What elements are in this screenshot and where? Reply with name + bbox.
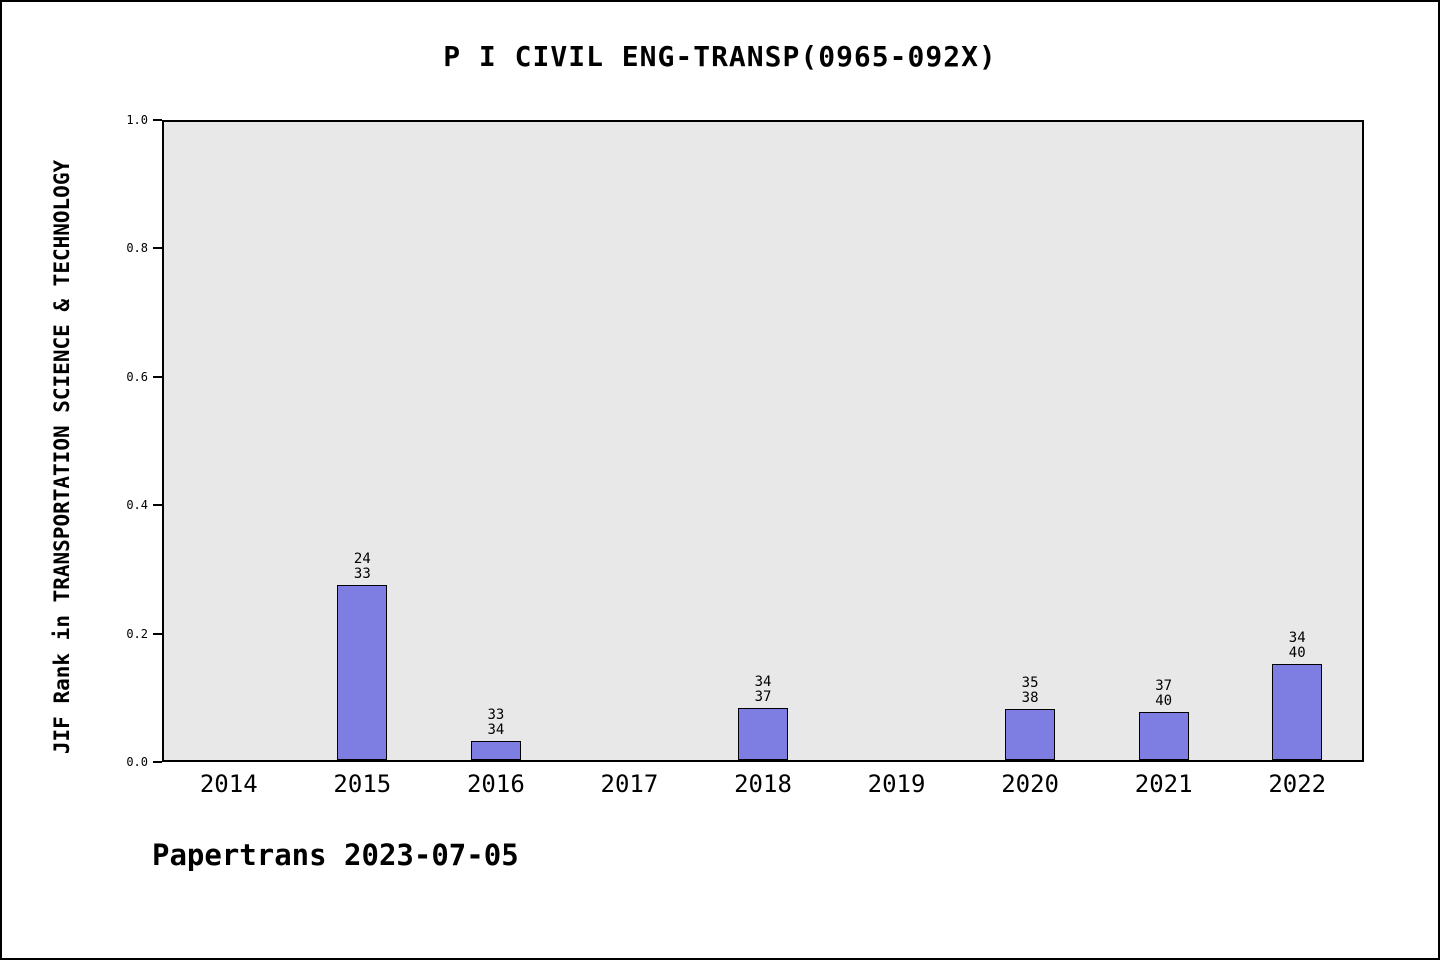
y-tick-mark (153, 247, 162, 250)
y-tick-label: 0.8 (126, 241, 148, 256)
footer-text: Papertrans 2023-07-05 (152, 838, 519, 872)
x-tick-label: 2018 (734, 770, 792, 798)
y-tick-label: 0.6 (126, 369, 148, 384)
x-tick-label: 2020 (1001, 770, 1059, 798)
y-tick-mark (153, 504, 162, 507)
x-tick-label: 2021 (1134, 770, 1193, 798)
x-tick-label: 2015 (333, 770, 392, 798)
y-tick-label: 1.0 (126, 113, 148, 127)
bar-value-label: 34 37 (754, 673, 772, 705)
y-axis-label-text: JIF Rank in TRANSPORTATION SCIENCE & TEC… (50, 159, 74, 755)
y-tick-mark (153, 375, 162, 378)
bar-value-label: 24 33 (353, 550, 371, 582)
bar-value-label: 34 40 (1288, 629, 1306, 661)
bar-value-label: 33 34 (487, 707, 505, 739)
x-tick-label: 2014 (199, 770, 258, 798)
y-tick-label: 0.4 (126, 498, 148, 513)
bar-value-label: 37 40 (1155, 677, 1173, 709)
x-tick-label: 2017 (600, 770, 659, 798)
y-tick-mark (153, 632, 162, 635)
x-tick-label: 2019 (867, 770, 926, 798)
y-tick-mark (153, 761, 162, 763)
y-tick-label: 0.2 (126, 626, 148, 641)
y-tick-mark (153, 119, 162, 121)
bar-2021 (1138, 711, 1189, 760)
bar-2018 (738, 707, 788, 760)
bar-2022 (1272, 663, 1323, 760)
bar-2020 (1005, 709, 1056, 760)
y-tick-label: 0.0 (126, 755, 148, 769)
chart-title: P I CIVIL ENG-TRANSP(0965-092X) (443, 40, 997, 73)
x-tick-label: 2022 (1268, 770, 1327, 798)
bar-2015 (337, 584, 388, 760)
bar-value-label: 35 38 (1021, 675, 1039, 707)
x-tick-label: 2016 (466, 770, 525, 798)
bar-2016 (470, 741, 521, 760)
